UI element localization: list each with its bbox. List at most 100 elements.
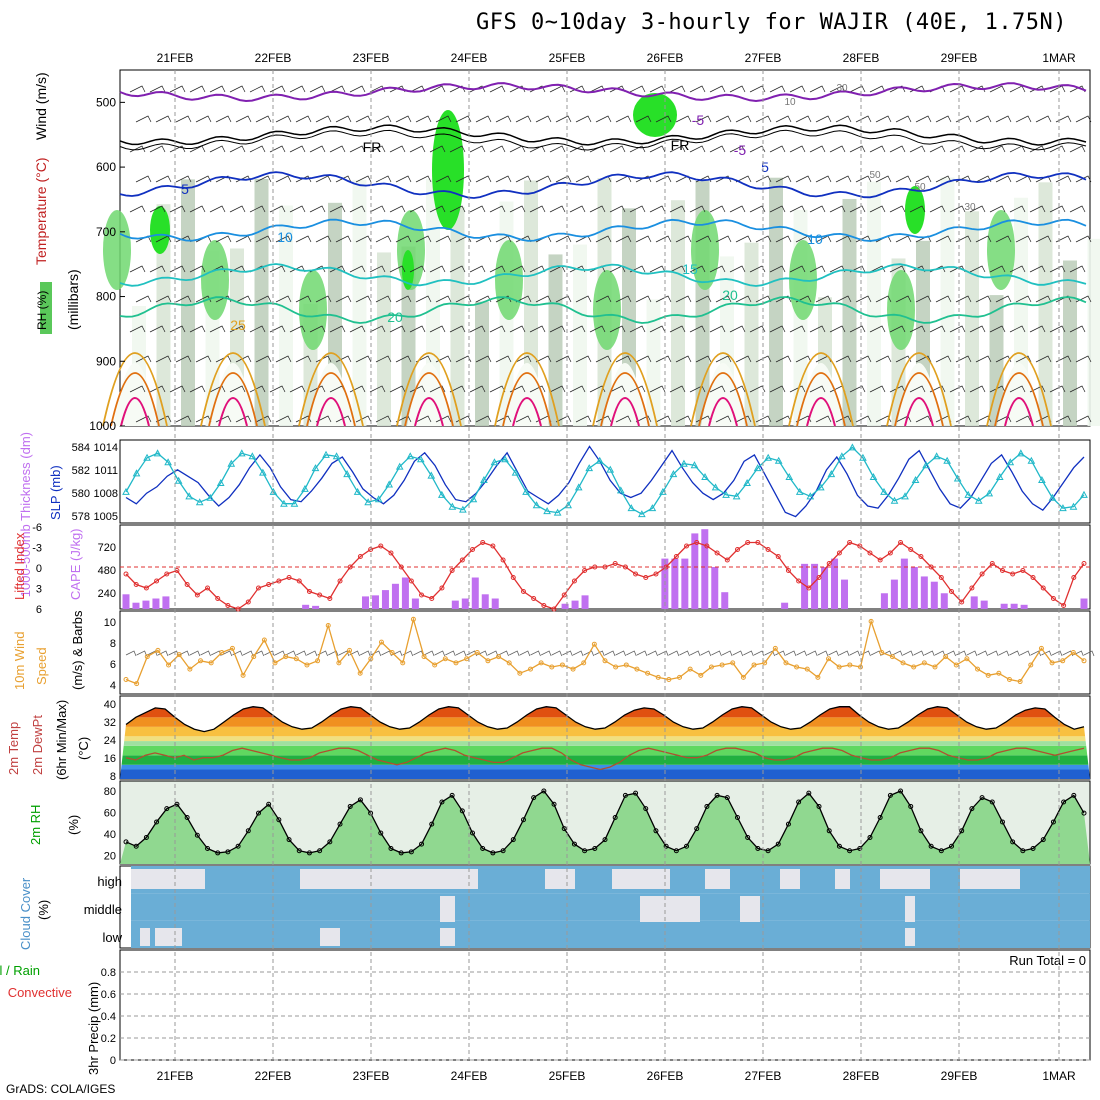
rh-line-point: [867, 834, 873, 840]
lifted-index-line-point: [836, 550, 842, 556]
rh-line-point: [999, 819, 1005, 825]
contour-freezing: [119, 124, 1087, 146]
slp-line-point: [153, 449, 162, 457]
wind-barb: [509, 265, 526, 273]
lifted-index-line-point: [643, 575, 649, 580]
contour-5: [119, 171, 1087, 199]
contour-30: [994, 372, 1044, 427]
cloud-ylabel-2: (%): [36, 900, 51, 920]
wind-barb: [989, 145, 1006, 153]
slp-ytick: 1005: [94, 511, 118, 523]
wind-barb: [869, 205, 886, 213]
wind-barb: [849, 325, 866, 333]
rh-line-point: [714, 792, 720, 798]
wind-barb-10m: [147, 650, 158, 657]
wind-barb: [969, 145, 986, 153]
wind-barb: [1009, 325, 1026, 333]
slp-line-point: [743, 478, 751, 486]
slp-line-point: [901, 492, 909, 500]
wind-barb: [675, 115, 692, 123]
wind-barb: [175, 355, 192, 363]
wind-barb: [595, 415, 612, 423]
cape-bar: [362, 596, 369, 609]
wind-barb-10m: [924, 650, 935, 657]
lifted-index-line-point: [612, 561, 618, 566]
slp-line-point: [974, 496, 983, 504]
wind-barb: [1035, 355, 1052, 363]
wind-barb: [609, 145, 626, 153]
wind-barb: [795, 355, 812, 363]
rh-line-point: [266, 801, 272, 807]
wind-barb: [889, 85, 906, 93]
wind-barb: [489, 325, 506, 333]
rh-line-point: [724, 795, 730, 801]
slp-line-point: [690, 461, 699, 469]
wind-barb: [789, 265, 806, 273]
wind-barb: [649, 205, 666, 213]
wind-speed-line-point: [1028, 662, 1034, 668]
lifted-index-line-point: [164, 571, 170, 577]
lifted-index-line-point: [551, 606, 557, 612]
wind-speed-line-point: [304, 662, 310, 668]
contour-label: 30: [964, 202, 976, 213]
date-label-top: 28FEB: [843, 51, 880, 65]
wind-barb: [409, 145, 426, 153]
wind-barb: [149, 325, 166, 333]
thickness-line: [125, 445, 1085, 518]
wind-barb: [289, 205, 306, 213]
wind-barb: [195, 355, 212, 363]
wind-barb: [969, 205, 986, 213]
wind-speed-line-point: [208, 660, 214, 666]
wind-barb: [295, 355, 312, 363]
wind-speed-line-point: [591, 641, 597, 647]
wind-barb: [729, 85, 746, 93]
lifted-index-line-point: [347, 564, 353, 570]
lifted-index-line-point: [154, 578, 160, 584]
slp-line-point: [1027, 456, 1036, 464]
wind-barb: [989, 205, 1006, 213]
wind-barb: [635, 175, 652, 183]
rh-dry-dome: [701, 363, 745, 426]
cloud-gap-low: [320, 928, 340, 946]
wind-barb: [909, 145, 926, 153]
wind-speed-line-point: [943, 654, 949, 660]
wind-barb: [169, 265, 186, 273]
wind-barb: [389, 385, 406, 393]
wind-barb: [515, 175, 532, 183]
rh-line-point: [408, 849, 414, 855]
wind-barb: [269, 85, 286, 93]
temp-ylabel-1: 2m Temp: [6, 722, 21, 775]
wind-barb: [749, 85, 766, 93]
wind-speed-line-point: [921, 660, 927, 666]
wind-barb: [469, 325, 486, 333]
wind-barb: [1029, 385, 1046, 393]
wind-barb: [875, 175, 892, 183]
wind-barb: [489, 265, 506, 273]
slp-line-point: [522, 487, 530, 495]
wind-speed-line-point: [240, 672, 246, 678]
rh-line-point: [989, 799, 995, 805]
wind-barb: [975, 115, 992, 123]
wind-barb: [935, 295, 952, 303]
contour-35: [218, 397, 248, 427]
wind-barb: [255, 175, 272, 183]
wind-barb: [215, 175, 232, 183]
cape-bar: [381, 590, 389, 609]
lifted-index-line-point: [296, 578, 302, 584]
wind-barb: [335, 115, 352, 123]
ua-ytick: 500: [96, 95, 116, 109]
wind-barb: [295, 235, 312, 243]
wind-barb: [309, 145, 326, 153]
wind-barb: [829, 85, 846, 93]
precip-ytick: 0.4: [101, 1011, 116, 1023]
wind-barb: [355, 235, 372, 243]
wind-speed-line-point: [655, 674, 661, 680]
rh-line-point: [541, 788, 547, 794]
wind-barb: [1049, 205, 1066, 213]
wind-barb: [355, 295, 372, 303]
wind-barb: [149, 265, 166, 273]
wind-barb: [389, 325, 406, 333]
wind-speed-line-point: [155, 647, 161, 653]
lifted-index-line-point: [245, 599, 251, 605]
wind-speed-line-point: [336, 660, 342, 666]
